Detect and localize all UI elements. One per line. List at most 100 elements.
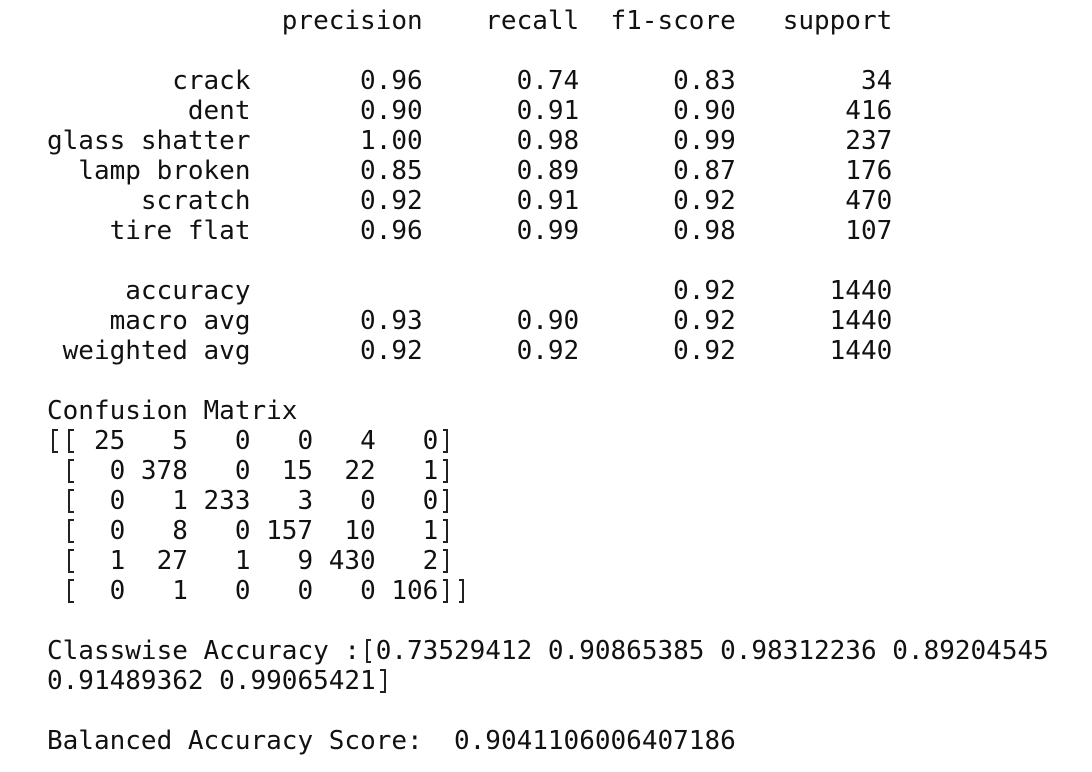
close-bracket [443,429,449,453]
matrix-cell: 1 [172,576,188,606]
cell: 416 [845,96,893,126]
matrix-cell: 157 [266,516,314,546]
cell: 0.87 [673,156,736,186]
matrix-cell: 3 [297,486,314,516]
matrix-cell: 22 [344,456,376,486]
open-bracket [68,519,74,543]
metric-value: 0.73529412 [375,636,533,666]
matrix-cell: 4 [360,426,376,456]
open-bracket [68,459,74,483]
matrix-cell: 0 [234,426,251,456]
matrix-cell: 5 [172,426,188,456]
row-label: weighted avg [62,336,251,366]
matrix-cell: 0 [234,576,251,606]
cell: 237 [845,126,893,156]
metric-value: 0.99065421 [219,666,376,696]
metric-value: 0.90865385 [547,636,705,666]
matrix-cell: 0 [109,486,126,516]
cell: 0.99 [516,216,580,246]
matrix-cell: 25 [93,426,126,456]
cell: 0.92 [673,336,736,366]
cell: 0.89 [516,156,580,186]
row-label: lamp broken [78,156,251,186]
open-bracket [52,429,58,453]
cell: 0.91 [516,96,580,126]
close-bracket [380,669,386,693]
close-bracket [443,579,449,603]
cell: 0.91 [516,186,580,216]
close-bracket [443,489,449,513]
column-header: recall [485,6,580,36]
matrix-cell: 430 [328,546,376,576]
section-title: Confusion Matrix [47,396,298,426]
open-bracket [68,429,74,453]
open-bracket [365,639,371,663]
row-label: accuracy [125,276,251,306]
cell: 1.00 [360,126,423,156]
matrix-cell: 1 [234,546,251,576]
close-bracket [458,579,465,603]
close-bracket [443,459,449,483]
metric-label: Balanced Accuracy Score: [47,726,423,756]
matrix-cell: 27 [156,546,188,576]
matrix-cell: 0 [109,456,126,486]
text-area: precision recall f1-score support crack 0.96 0… [47,0,1087,772]
row-label: dent [187,96,251,126]
cell: 0.92 [673,276,736,306]
cell: 0.98 [516,126,580,156]
matrix-cell: 106 [391,576,439,606]
cell: 0.74 [516,66,580,96]
open-bracket [68,579,74,603]
matrix-cell: 9 [297,546,314,576]
matrix-cell: 0 [360,486,376,516]
cell: 0.90 [516,306,580,336]
matrix-cell: 0 [109,516,126,546]
cell: 107 [845,216,893,246]
row-label: tire flat [109,216,251,246]
metric-value: 0.9041106006407186 [453,726,736,756]
cell: 0.93 [360,306,423,336]
matrix-cell: 15 [281,456,314,486]
metric-label: Classwise Accuracy : [47,636,361,666]
cell: 0.90 [673,96,736,126]
cell: 470 [845,186,893,216]
cell: 1440 [829,336,893,366]
open-bracket [68,489,74,513]
cell: 0.98 [673,216,736,246]
metric-value: 0.91489362 [47,666,204,696]
matrix-cell: 0 [297,426,314,456]
matrix-cell: 1 [172,486,188,516]
row-label: scratch [140,186,251,216]
cell: 0.96 [360,66,423,96]
cell: 0.83 [673,66,736,96]
cell: 34 [860,66,893,96]
matrix-cell: 2 [422,546,439,576]
cell: 0.99 [673,126,736,156]
cell: 0.92 [516,336,580,366]
matrix-cell: 0 [297,576,314,606]
cell: 0.92 [673,306,736,336]
matrix-cell: 0 [360,576,376,606]
matrix-cell: 0 [422,426,439,456]
cell: 1440 [829,276,893,306]
cell: 0.85 [360,156,423,186]
cell: 0.92 [673,186,736,216]
cell: 0.90 [360,96,423,126]
column-header: f1-score [610,6,736,36]
matrix-cell: 0 [422,486,439,516]
row-label: macro avg [109,306,251,336]
cell: 0.92 [360,186,423,216]
row-label: crack [172,66,251,96]
close-bracket [443,549,449,573]
matrix-cell: 1 [422,456,439,486]
matrix-cell: 1 [109,546,126,576]
close-bracket [443,519,449,543]
metric-value: 0.89204545 [892,636,1049,666]
matrix-cell: 1 [422,516,439,546]
cell: 176 [845,156,893,186]
matrix-cell: 10 [344,516,376,546]
metric-value: 0.98312236 [720,636,877,666]
matrix-cell: 378 [140,456,188,486]
matrix-cell: 0 [234,456,251,486]
